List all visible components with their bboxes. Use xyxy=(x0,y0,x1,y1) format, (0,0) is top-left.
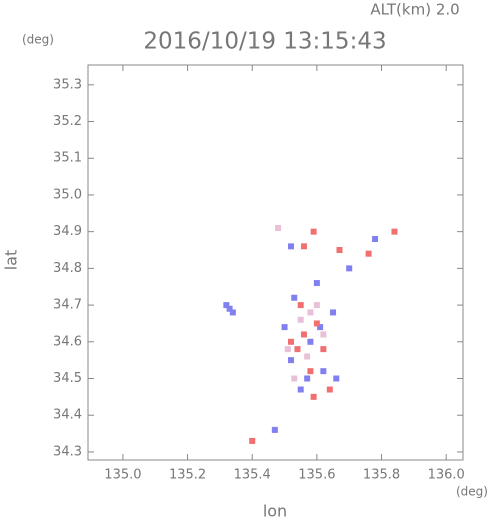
y-unit: (deg) xyxy=(22,33,54,47)
y-tick-label: 35.1 xyxy=(53,151,82,166)
data-point xyxy=(333,375,340,382)
data-point xyxy=(313,280,320,287)
y-tick-label: 34.3 xyxy=(53,444,82,459)
data-point xyxy=(294,346,301,353)
data-point xyxy=(249,437,256,444)
y-axis-label: lat xyxy=(2,250,21,271)
data-point xyxy=(300,243,307,250)
data-point xyxy=(326,386,333,393)
data-point xyxy=(304,375,311,382)
y-tick-label: 35.3 xyxy=(53,77,82,92)
x-axis-label: lon xyxy=(263,502,287,521)
chart-subtitle: ALT(km) 2.0 xyxy=(370,1,459,19)
y-tick-label: 34.7 xyxy=(53,298,82,313)
y-tick-label: 34.6 xyxy=(53,334,82,349)
data-point xyxy=(291,294,298,301)
y-tick-label: 34.8 xyxy=(53,261,82,276)
data-point xyxy=(284,346,291,353)
data-point xyxy=(288,357,295,364)
y-tick-label: 35.2 xyxy=(53,114,82,129)
data-point xyxy=(336,247,343,254)
data-point xyxy=(307,309,314,316)
data-point xyxy=(226,305,233,312)
y-tick-label: 35.0 xyxy=(53,187,82,202)
data-point xyxy=(307,338,314,345)
data-point xyxy=(229,309,236,316)
data-point xyxy=(320,346,327,353)
chart-title: 2016/10/19 13:15:43 xyxy=(143,29,386,55)
data-point xyxy=(320,331,327,338)
data-point xyxy=(275,224,282,231)
x-tick-label: 135.0 xyxy=(104,468,141,483)
data-point xyxy=(365,250,372,257)
data-point xyxy=(391,228,398,235)
data-point xyxy=(281,324,288,331)
x-unit: (deg) xyxy=(456,485,488,499)
data-point xyxy=(317,324,324,331)
x-tick-label: 135.8 xyxy=(363,468,400,483)
data-point xyxy=(288,338,295,345)
y-tick-label: 34.9 xyxy=(53,224,82,239)
data-point xyxy=(300,331,307,338)
plot-frame xyxy=(87,64,464,461)
data-point xyxy=(297,386,304,393)
data-point xyxy=(297,316,304,323)
data-point xyxy=(307,368,314,375)
data-point xyxy=(291,375,298,382)
data-point xyxy=(310,228,317,235)
data-point xyxy=(304,353,311,360)
x-tick-label: 135.2 xyxy=(169,468,206,483)
data-point xyxy=(313,320,320,327)
data-point xyxy=(223,302,230,309)
data-point xyxy=(271,426,278,433)
data-point xyxy=(372,236,379,243)
data-point xyxy=(288,243,295,250)
data-point xyxy=(330,309,337,316)
y-tick-label: 34.5 xyxy=(53,371,82,386)
y-tick-label: 34.4 xyxy=(53,408,82,423)
data-point xyxy=(313,302,320,309)
x-tick-label: 136.0 xyxy=(428,468,465,483)
data-point xyxy=(297,302,304,309)
data-point xyxy=(346,265,353,272)
x-tick-label: 135.6 xyxy=(298,468,335,483)
data-point xyxy=(320,368,327,375)
data-point xyxy=(310,393,317,400)
x-tick-label: 135.4 xyxy=(234,468,271,483)
